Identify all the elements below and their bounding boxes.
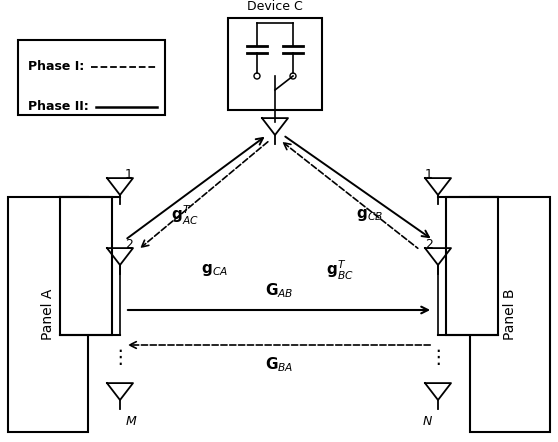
- Text: Panel B: Panel B: [503, 289, 517, 340]
- Bar: [446, 197, 498, 335]
- Text: 2: 2: [425, 239, 433, 251]
- Text: $\mathbf{G}_{AB}$: $\mathbf{G}_{AB}$: [264, 281, 294, 300]
- Text: $\mathbf{g}_{CA}$: $\mathbf{g}_{CA}$: [201, 262, 229, 278]
- Text: 1: 1: [425, 168, 433, 182]
- Text: Phase I:: Phase I:: [28, 61, 84, 73]
- Bar: [60, 197, 112, 335]
- Bar: [228, 18, 322, 110]
- Text: 2: 2: [125, 239, 133, 251]
- Text: $\mathbf{g}_{BC}^T$: $\mathbf{g}_{BC}^T$: [326, 259, 354, 282]
- Bar: [8, 197, 88, 432]
- Bar: [470, 197, 550, 432]
- Text: Phase II:: Phase II:: [28, 100, 89, 114]
- Text: $\mathbf{g}_{CB}$: $\mathbf{g}_{CB}$: [357, 207, 383, 223]
- Text: $\mathbf{G}_{BA}$: $\mathbf{G}_{BA}$: [264, 355, 294, 373]
- Text: $M$: $M$: [125, 415, 137, 428]
- Text: Panel A: Panel A: [41, 289, 55, 340]
- Text: ⋮: ⋮: [110, 348, 130, 367]
- Text: $\mathbf{g}_{AC}^T$: $\mathbf{g}_{AC}^T$: [171, 203, 199, 227]
- Text: 1: 1: [125, 168, 133, 182]
- Text: Backscatter
Device C: Backscatter Device C: [238, 0, 312, 13]
- Text: $N$: $N$: [422, 415, 433, 428]
- Bar: [18, 40, 165, 115]
- Text: ⋮: ⋮: [428, 348, 448, 367]
